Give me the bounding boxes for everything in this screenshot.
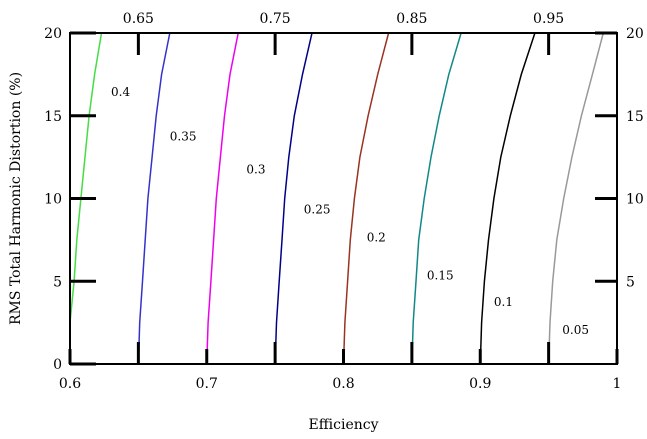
series-label: 0.25 xyxy=(304,202,331,216)
right-tick-label: 5 xyxy=(626,274,635,290)
series-label: 0.35 xyxy=(170,130,197,144)
series-label: 0.1 xyxy=(494,295,513,309)
x-tick-label: 0.8 xyxy=(332,376,354,392)
series-line xyxy=(69,32,103,323)
y-tick-label: 15 xyxy=(44,109,62,125)
top-tick-label: 0.75 xyxy=(260,11,291,27)
series-label: 0.3 xyxy=(246,163,265,177)
plot-frame xyxy=(69,32,618,365)
series-line xyxy=(274,32,313,365)
y-tick-label: 5 xyxy=(53,274,62,290)
x-tick-label: 0.9 xyxy=(469,376,491,392)
top-tick-label: 0.65 xyxy=(123,11,154,27)
x-tick-label: 1 xyxy=(613,376,622,392)
series-label: 0.4 xyxy=(111,85,130,99)
series-label: 0.2 xyxy=(367,231,386,245)
x-tick-label: 0.7 xyxy=(196,376,218,392)
curves-group xyxy=(69,32,605,365)
y-tick-label: 20 xyxy=(44,26,62,42)
y-axis-title: RMS Total Harmonic Distortion (%) xyxy=(8,72,24,325)
series-line xyxy=(479,32,536,365)
series-label: 0.15 xyxy=(427,269,454,283)
ticks-group xyxy=(68,31,619,366)
top-tick-label: 0.95 xyxy=(533,11,564,27)
y-tick-label: 10 xyxy=(44,192,62,208)
series-line xyxy=(342,32,390,365)
right-tick-label: 10 xyxy=(626,192,644,208)
series-line xyxy=(137,32,171,365)
y-tick-label: 0 xyxy=(53,357,62,373)
series-line xyxy=(547,32,605,365)
series-line xyxy=(411,32,462,365)
x-axis-title: Efficiency xyxy=(308,417,378,433)
series-line xyxy=(205,32,239,365)
x-tick-label: 0.6 xyxy=(59,376,81,392)
tick-labels-group: 0.6 0.7 0.8 0.9 1 0.65 0.75 0.85 0.95 0 5 10 15 20 5 10… xyxy=(44,11,644,392)
right-tick-label: 20 xyxy=(626,26,644,42)
curve-labels-group: 0.4 0.35 0.3 0.25 0.2 0.15 0.1 0.05 xyxy=(111,85,589,337)
top-tick-label: 0.85 xyxy=(396,11,427,27)
series-label: 0.05 xyxy=(562,323,589,337)
right-tick-label: 15 xyxy=(626,109,644,125)
